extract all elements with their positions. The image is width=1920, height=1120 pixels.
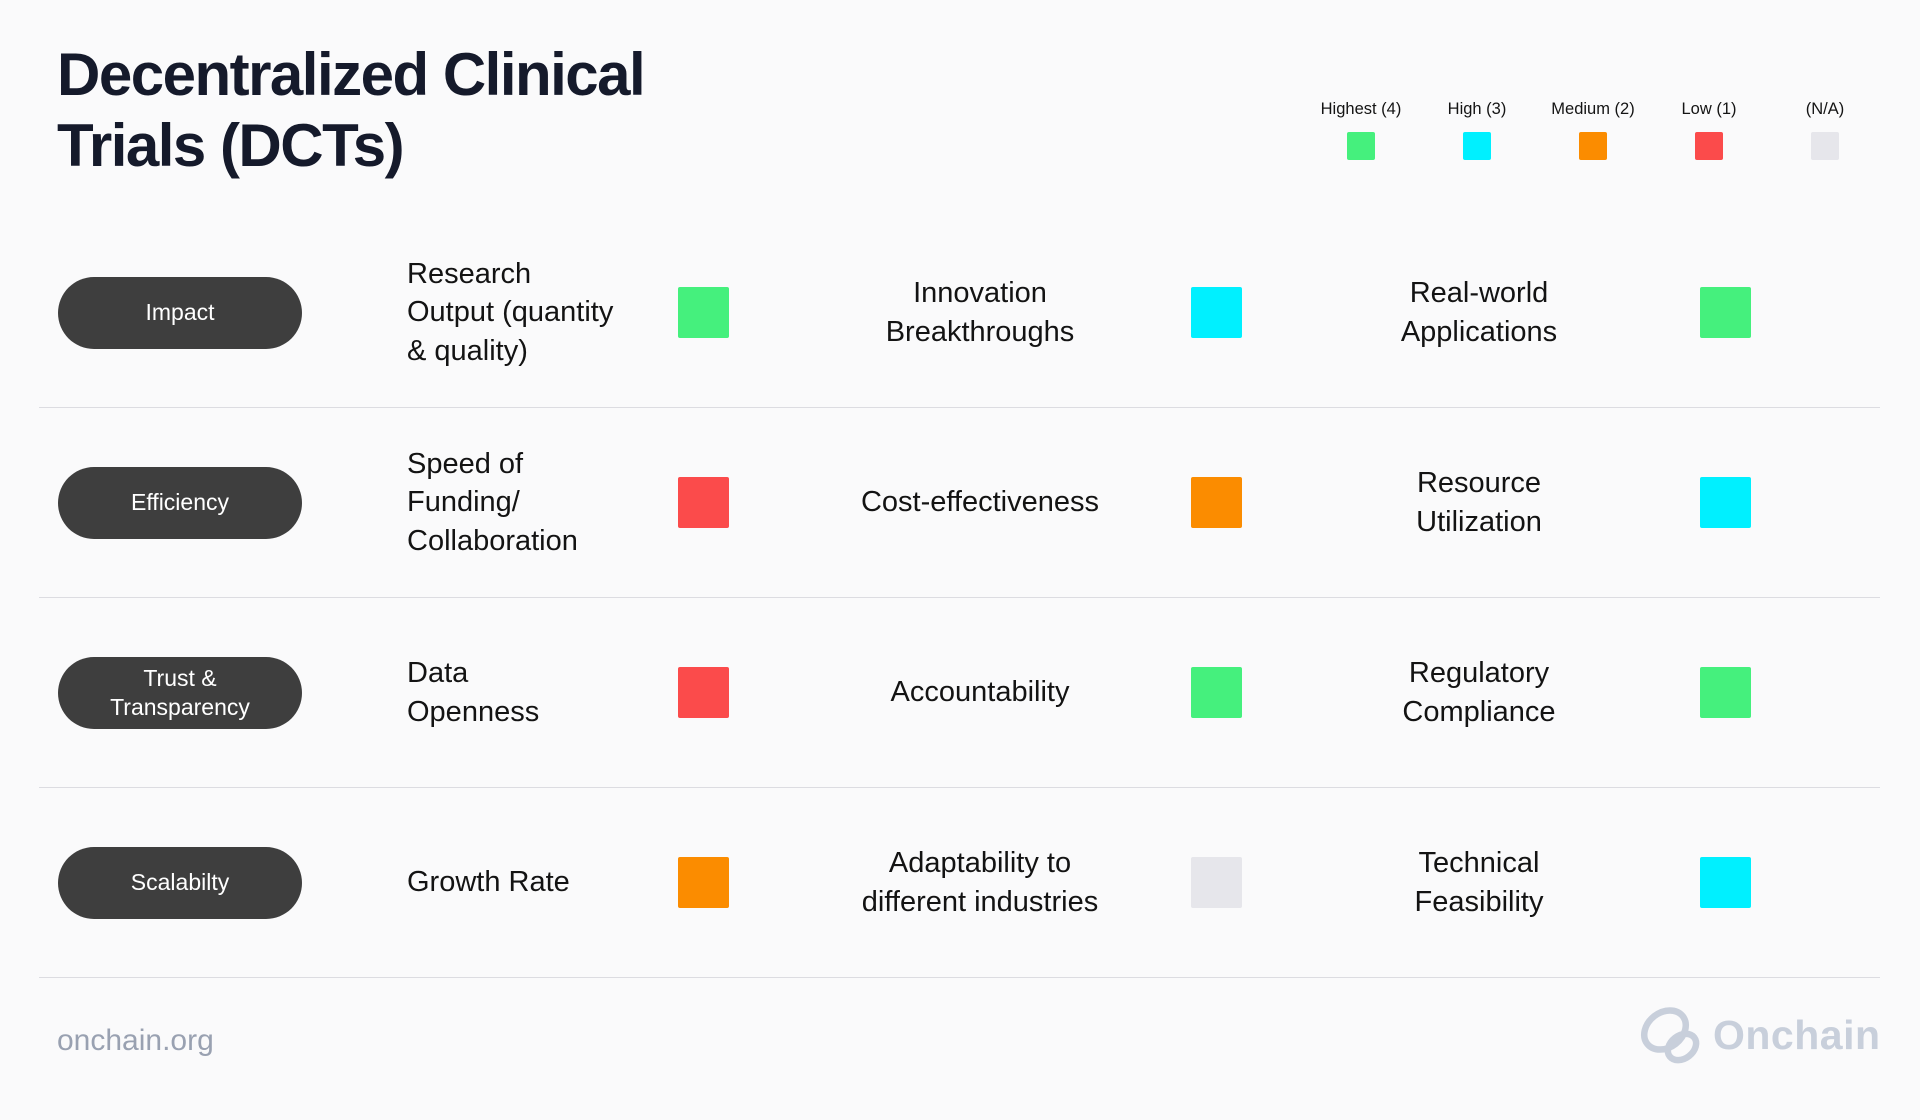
- criterion-label: Regulatory Compliance: [1402, 657, 1556, 728]
- category-pill-trust-transparency: Trust & Transparency: [58, 656, 302, 729]
- criterion-label: Technical Feasibility: [1414, 847, 1544, 918]
- legend-swatch-high-icon: [1463, 132, 1491, 160]
- table-row-scalability: Scalabilty Growth Rate Adaptability to d…: [39, 788, 1880, 978]
- legend-label: Highest (4): [1320, 100, 1402, 118]
- legend-swatch-highest-icon: [1347, 132, 1375, 160]
- category-pill-scalability: Scalabilty: [58, 846, 302, 919]
- table-row-efficiency: Efficiency Speed of Funding/ Collaborati…: [39, 408, 1880, 598]
- legend-swatch-low-icon: [1695, 132, 1723, 160]
- legend-label: Low (1): [1681, 100, 1737, 118]
- category-cell: Efficiency: [58, 466, 302, 539]
- rating-swatch: [1700, 857, 1751, 908]
- criterion-label: Data Openness: [407, 657, 540, 728]
- criterion-label: Cost-effectiveness: [860, 486, 1100, 519]
- page-title: Decentralized Clinical Trials (DCTs): [57, 41, 646, 179]
- table-row-impact: Impact Research Output (quantity & quali…: [39, 218, 1880, 408]
- criterion-label: Research Output (quantity & quality): [407, 258, 614, 367]
- criterion-label: Adaptability to different industries: [861, 847, 1099, 918]
- category-pill-efficiency: Efficiency: [58, 466, 302, 539]
- brand-name: Onchain: [1713, 1011, 1881, 1058]
- rating-swatch: [1700, 287, 1751, 338]
- rating-swatch: [678, 667, 729, 718]
- category-cell: Scalabilty: [58, 846, 302, 919]
- rating-swatch: [1191, 667, 1242, 718]
- legend-item-high: High (3): [1429, 100, 1525, 160]
- rating-swatch: [1191, 477, 1242, 528]
- criterion-label: Real-world Applications: [1400, 277, 1558, 348]
- ratings-table: Impact Research Output (quantity & quali…: [39, 218, 1880, 978]
- criterion-label: Innovation Breakthroughs: [885, 277, 1075, 348]
- criterion-label: Accountability: [890, 676, 1070, 709]
- rating-swatch: [1191, 287, 1242, 338]
- rating-swatch: [1700, 667, 1751, 718]
- category-pill-impact: Impact: [58, 276, 302, 349]
- legend-swatch-na-icon: [1811, 132, 1839, 160]
- criterion-label: Growth Rate: [407, 866, 570, 899]
- category-cell: Impact: [58, 276, 302, 349]
- legend-item-highest: Highest (4): [1313, 100, 1409, 160]
- table-row-trust-transparency: Trust & Transparency Data Openness Accou…: [39, 598, 1880, 788]
- rating-swatch: [1700, 477, 1751, 528]
- legend-label: High (3): [1447, 100, 1507, 118]
- legend-label: (N/A): [1805, 100, 1845, 118]
- footer-url: onchain.org: [57, 1024, 214, 1057]
- rating-swatch: [678, 857, 729, 908]
- legend-item-low: Low (1): [1661, 100, 1757, 160]
- criterion-label: Resource Utilization: [1416, 467, 1542, 538]
- rating-legend: Highest (4) High (3) Medium (2) Low (1) …: [1313, 100, 1873, 160]
- category-cell: Trust & Transparency: [58, 656, 302, 729]
- rating-swatch: [678, 287, 729, 338]
- legend-item-medium: Medium (2): [1545, 100, 1641, 160]
- legend-label: Medium (2): [1551, 100, 1635, 118]
- legend-swatch-medium-icon: [1579, 132, 1607, 160]
- rating-swatch: [1191, 857, 1242, 908]
- rating-swatch: [678, 477, 729, 528]
- brand-logo: Onchain: [1638, 1004, 1881, 1066]
- legend-item-na: (N/A): [1777, 100, 1873, 160]
- criterion-label: Speed of Funding/ Collaboration: [407, 448, 578, 557]
- onchain-knot-icon: [1641, 1007, 1700, 1064]
